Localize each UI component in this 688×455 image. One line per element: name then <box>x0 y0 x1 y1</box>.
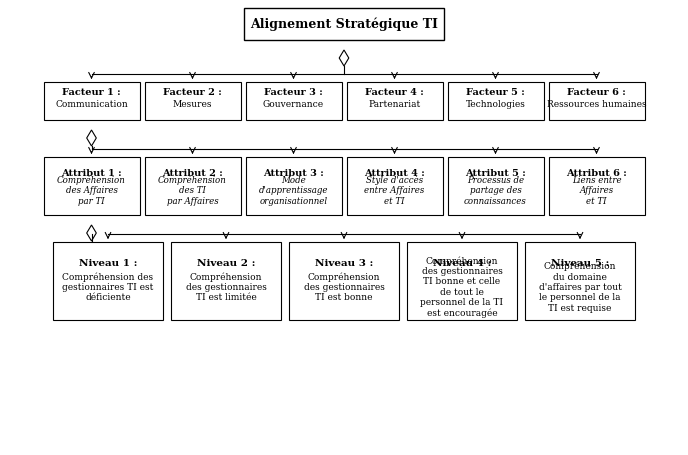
Text: Compréhension
des gestionnaires
TI est limitée: Compréhension des gestionnaires TI est l… <box>186 272 266 303</box>
Text: Compréhension des
gestionnaires TI est
déficiente: Compréhension des gestionnaires TI est d… <box>63 272 153 303</box>
Text: Mode
d'apprentissage
organisationnel: Mode d'apprentissage organisationnel <box>259 176 328 206</box>
Text: Attribut 5 :: Attribut 5 : <box>465 169 526 178</box>
Text: Niveau 4 :: Niveau 4 : <box>433 259 491 268</box>
Text: Style d'accès
entre Affaires
et TI: Style d'accès entre Affaires et TI <box>365 176 424 206</box>
FancyBboxPatch shape <box>144 157 241 215</box>
Text: Facteur 4 :: Facteur 4 : <box>365 88 424 97</box>
FancyBboxPatch shape <box>171 242 281 320</box>
Text: Niveau 1 :: Niveau 1 : <box>78 259 137 268</box>
Text: Compréhension
des gestionnaires
TI bonne et celle
de tout le
personnel de la TI
: Compréhension des gestionnaires TI bonne… <box>420 256 504 318</box>
Polygon shape <box>339 50 349 66</box>
FancyBboxPatch shape <box>548 157 645 215</box>
FancyBboxPatch shape <box>407 242 517 320</box>
Text: Niveau 2 :: Niveau 2 : <box>197 259 255 268</box>
FancyBboxPatch shape <box>53 242 163 320</box>
Text: Facteur 2 :: Facteur 2 : <box>163 88 222 97</box>
FancyBboxPatch shape <box>548 82 645 120</box>
Polygon shape <box>87 225 96 241</box>
Text: Facteur 3 :: Facteur 3 : <box>264 88 323 97</box>
Text: Mesures: Mesures <box>173 100 213 109</box>
FancyBboxPatch shape <box>347 157 442 215</box>
FancyBboxPatch shape <box>289 242 399 320</box>
FancyBboxPatch shape <box>144 82 241 120</box>
FancyBboxPatch shape <box>244 8 444 40</box>
FancyBboxPatch shape <box>246 82 341 120</box>
Text: Compréhension
des TI
par Affaires: Compréhension des TI par Affaires <box>158 176 227 206</box>
Text: Niveau 3 :: Niveau 3 : <box>315 259 373 268</box>
Text: Gouvernance: Gouvernance <box>263 100 324 109</box>
Text: Partenariat: Partenariat <box>368 100 420 109</box>
Text: Facteur 1 :: Facteur 1 : <box>62 88 121 97</box>
Text: Attribut 1 :: Attribut 1 : <box>61 169 122 178</box>
Text: Attribut 6 :: Attribut 6 : <box>566 169 627 178</box>
Text: Compréhension
des gestionnaires
TI est bonne: Compréhension des gestionnaires TI est b… <box>303 272 385 303</box>
Text: Technologies: Technologies <box>466 100 526 109</box>
Text: Liens entre
Affaires
et TI: Liens entre Affaires et TI <box>572 176 621 206</box>
Text: Alignement Stratégique TI: Alignement Stratégique TI <box>250 17 438 31</box>
FancyBboxPatch shape <box>43 82 140 120</box>
Text: Attribut 4 :: Attribut 4 : <box>364 169 425 178</box>
Text: Facteur 5 :: Facteur 5 : <box>466 88 525 97</box>
Text: Attribut 2 :: Attribut 2 : <box>162 169 223 178</box>
FancyBboxPatch shape <box>246 157 341 215</box>
Text: Niveau 5 :: Niveau 5 : <box>551 259 609 268</box>
Text: Facteur 6 :: Facteur 6 : <box>567 88 626 97</box>
FancyBboxPatch shape <box>525 242 635 320</box>
Text: Compréhension
des Affaires
par TI: Compréhension des Affaires par TI <box>57 176 126 206</box>
FancyBboxPatch shape <box>43 157 140 215</box>
FancyBboxPatch shape <box>447 157 544 215</box>
FancyBboxPatch shape <box>347 82 442 120</box>
Text: Ressources humaines: Ressources humaines <box>547 100 646 109</box>
Text: Attribut 3 :: Attribut 3 : <box>263 169 324 178</box>
FancyBboxPatch shape <box>447 82 544 120</box>
Text: Compréhension
du domaine
d'affaires par tout
le personnel de la
TI est requise: Compréhension du domaine d'affaires par … <box>539 262 621 313</box>
Text: Communication: Communication <box>55 100 128 109</box>
Polygon shape <box>87 130 96 146</box>
Text: Processus de
partage des
connaissances: Processus de partage des connaissances <box>464 176 527 206</box>
